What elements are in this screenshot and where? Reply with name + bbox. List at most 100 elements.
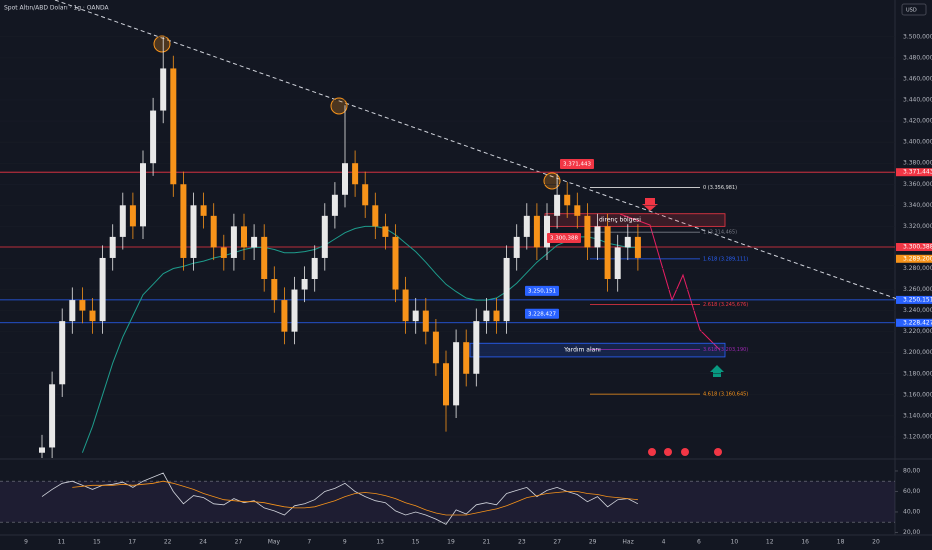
event-icons[interactable]	[648, 448, 722, 456]
chart-title: Spot Altın/ABD Doları · 1g · OANDA	[4, 5, 109, 12]
x-tick-label: 20	[872, 539, 880, 546]
candle-body	[180, 184, 187, 258]
candle-body	[523, 215, 530, 237]
x-tick-label: 24	[199, 539, 207, 546]
candle-body	[200, 205, 207, 216]
x-tick-label: 7	[307, 539, 311, 546]
candle-body	[89, 310, 96, 322]
fib-label: 1.618 (3.289,111)	[703, 256, 748, 262]
candle-body	[129, 205, 136, 227]
candle-body	[432, 331, 439, 364]
x-tick-label: 21	[483, 539, 491, 546]
y-tick-label: 3.180,000	[903, 370, 932, 377]
rsi-tick-label: 40,00	[903, 508, 920, 515]
chart-tag	[525, 308, 559, 319]
fib-label: 3.618 (3.203,190)	[703, 347, 748, 353]
rsi-tick-label: 80,00	[903, 467, 920, 474]
candle-body	[271, 279, 278, 301]
x-tick-label: 15	[93, 539, 101, 546]
chart-tag	[525, 285, 559, 296]
y-tick-label: 3.500,000	[903, 33, 932, 40]
last-price-label: 3.289,200	[903, 255, 932, 262]
y-tick-label: 3.420,000	[903, 118, 932, 125]
candle-body	[352, 163, 359, 185]
candle-body	[342, 163, 348, 195]
candle-body	[614, 247, 621, 280]
candle-body	[443, 363, 449, 406]
currency[interactable]: USD	[906, 8, 917, 14]
candle-body	[251, 236, 258, 248]
axis-tag	[896, 318, 932, 327]
trendline	[54, 0, 901, 301]
currency-box[interactable]	[901, 3, 927, 16]
axis-tag-label: 3.300,388	[903, 244, 932, 251]
y-tick-label: 3.200,000	[903, 349, 932, 356]
candle-body	[483, 310, 490, 322]
candle-body	[574, 205, 581, 216]
x-tick-label: 29	[589, 539, 597, 546]
x-tick-label: 11	[58, 539, 66, 546]
candle-body	[564, 194, 571, 206]
x-tick-label: Haz	[622, 539, 633, 546]
candle-body	[230, 226, 237, 258]
candle-body	[321, 215, 328, 258]
y-tick-label: 3.400,000	[903, 139, 932, 146]
candle-body	[150, 110, 157, 164]
axis-tag-label: 3.228,427	[903, 319, 932, 326]
candle-body	[624, 236, 631, 248]
x-tick-label: 13	[376, 539, 384, 546]
x-tick-label: 23	[518, 539, 526, 546]
x-tick-label: 9	[24, 539, 28, 546]
x-tick-label: 10	[731, 539, 739, 546]
candle-body	[554, 194, 561, 216]
x-tick-label: 12	[766, 539, 774, 546]
projection-path	[619, 213, 721, 351]
x-tick-label: 9	[343, 539, 347, 546]
candle-body	[69, 300, 76, 322]
candle-body	[594, 226, 601, 248]
candle-body	[544, 215, 550, 248]
candle-body	[59, 321, 66, 385]
candle-body	[331, 194, 338, 216]
candle-body	[473, 321, 480, 374]
candle-body	[261, 236, 268, 280]
y-tick-label: 3.380,000	[903, 160, 932, 167]
x-tick-label: 17	[128, 539, 136, 546]
moving-average	[81, 225, 638, 453]
fib-label: 0 (3.356,981)	[703, 185, 737, 191]
y-tick-label: 3.360,000	[903, 181, 932, 188]
x-tick-label: 15	[412, 539, 420, 546]
candle-body	[362, 184, 369, 206]
x-tick-label: 4	[662, 539, 666, 546]
candle-body	[281, 300, 288, 332]
candle-body	[634, 236, 641, 258]
y-tick-label: 3.320,000	[903, 223, 932, 230]
x-tick-label: 16	[801, 539, 809, 546]
chart-tag-label: 3.300,388	[550, 236, 578, 242]
y-tick-label: 3.480,000	[903, 54, 932, 61]
candle-body	[140, 163, 146, 227]
axis-tag	[896, 168, 932, 177]
y-tick-label: 3.240,000	[903, 307, 932, 314]
x-tick-label: May	[268, 539, 281, 546]
candle-body	[220, 247, 227, 258]
candle-body	[119, 205, 126, 237]
fib-label: 1 (3.314,465)	[703, 230, 737, 236]
candle-body	[291, 289, 298, 332]
candle-body	[604, 226, 611, 280]
candle-body	[503, 257, 510, 322]
y-tick-label: 3.260,000	[903, 286, 932, 293]
axis-tag	[896, 295, 932, 304]
last-price-tag	[896, 254, 932, 263]
candle-body	[99, 257, 106, 322]
y-tick-label: 3.140,000	[903, 412, 932, 419]
candle-body	[109, 236, 116, 258]
rsi-tick-label: 20,00	[903, 529, 920, 536]
y-tick-label: 3.220,000	[903, 328, 932, 335]
x-tick-label: 18	[837, 539, 845, 546]
down-arrow	[642, 198, 658, 211]
candle-body	[39, 447, 45, 453]
zone	[469, 342, 726, 358]
candle-body	[49, 384, 56, 448]
candle-body	[301, 279, 308, 290]
